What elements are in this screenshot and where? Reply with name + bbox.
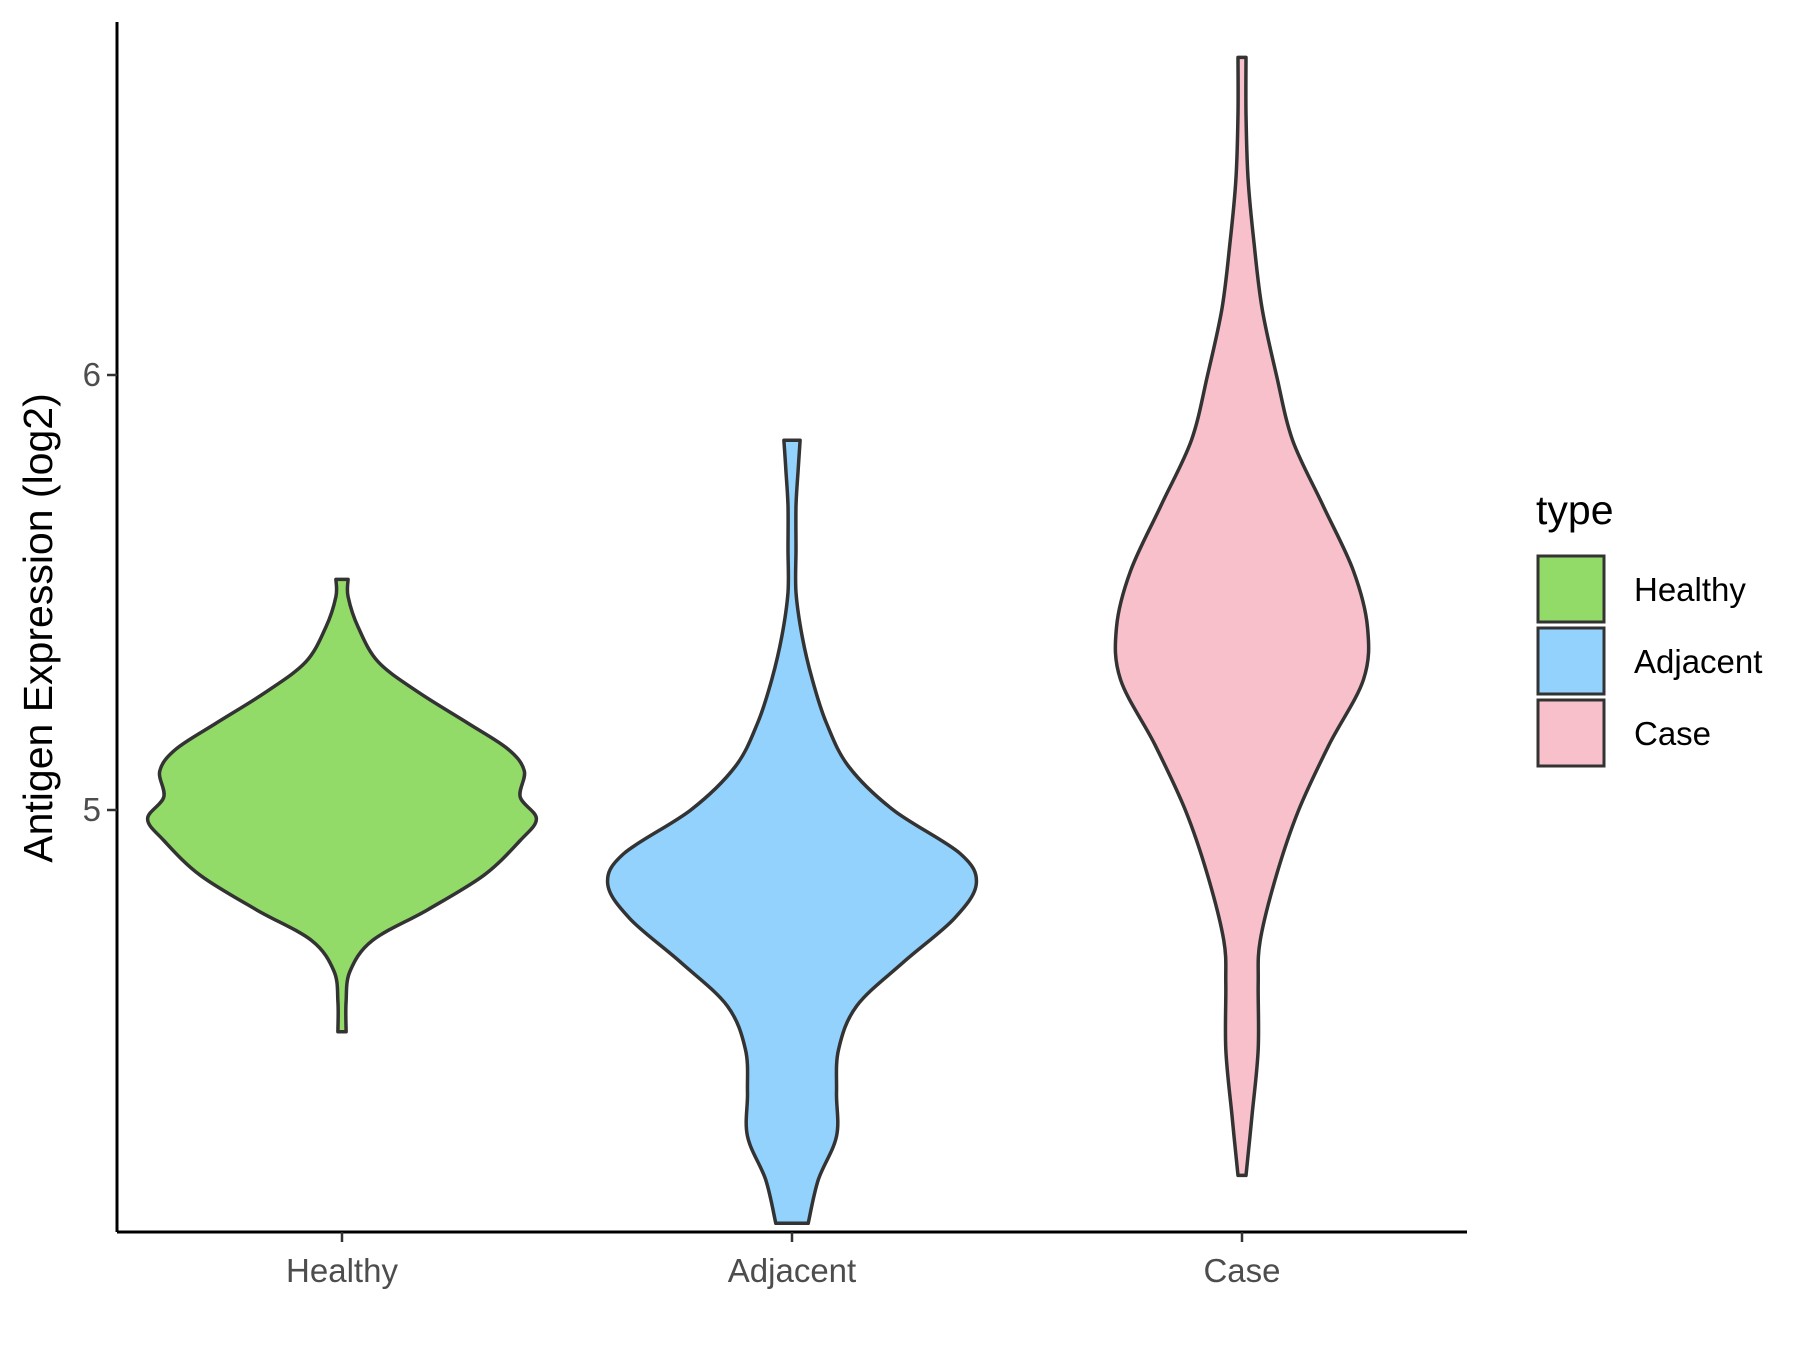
y-tick-label: 6: [83, 356, 101, 393]
x-ticks-group: Healthy Adjacent Case: [286, 1232, 1281, 1289]
violins-group: [145, 55, 1371, 1226]
legend-key-case: [1536, 698, 1606, 768]
violin-adjacent: [605, 438, 979, 1226]
legend-key-adjacent: [1536, 626, 1606, 696]
legend: type Healthy Adjacent Case: [1536, 487, 1762, 768]
legend-key-healthy: [1536, 554, 1606, 624]
y-axis-title: Antigen Expression (log2): [15, 393, 61, 862]
legend-title: type: [1536, 487, 1614, 533]
legend-label-healthy: Healthy: [1634, 571, 1746, 608]
x-tick-label: Adjacent: [728, 1252, 856, 1289]
y-ticks-group: 56: [83, 356, 117, 828]
violin-case: [1113, 55, 1371, 1178]
x-tick-label: Healthy: [286, 1252, 398, 1289]
violin-healthy: [145, 577, 539, 1034]
y-tick-label: 5: [83, 791, 101, 828]
x-tick-label: Case: [1203, 1252, 1280, 1289]
legend-label-case: Case: [1634, 715, 1711, 752]
legend-label-adjacent: Adjacent: [1634, 643, 1762, 680]
